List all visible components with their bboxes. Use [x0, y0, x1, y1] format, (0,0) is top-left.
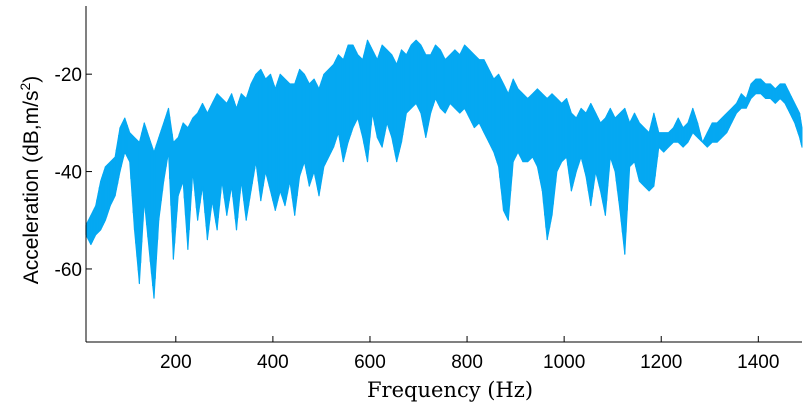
x-axis-title: Frequency (Hz) — [367, 378, 533, 402]
y-tick-label: -40 — [55, 163, 82, 184]
y-tick-label: -20 — [55, 65, 82, 86]
y-axis-title-superscript: 2 — [17, 83, 33, 91]
x-tick-label: 200 — [160, 352, 192, 373]
y-tick-label: -60 — [55, 260, 82, 281]
x-tick-label: 1200 — [640, 352, 682, 373]
y-axis-title-text: Acceleration (dB,m/s — [20, 91, 43, 285]
y-axis-title: Acceleration (dB,m/s2) — [17, 76, 43, 285]
x-ticks: 200 400 600 800 1000 1200 1400 — [160, 336, 779, 373]
x-tick-label: 600 — [354, 352, 386, 373]
x-tick-label: 1000 — [543, 352, 585, 373]
x-tick-label: 800 — [451, 352, 483, 373]
y-ticks: -20 -40 -60 — [55, 65, 92, 281]
x-tick-label: 1400 — [737, 352, 779, 373]
x-tick-label: 400 — [257, 352, 289, 373]
chart-series-spike-layer — [85, 40, 803, 299]
y-axis-title-close: ) — [20, 76, 43, 83]
